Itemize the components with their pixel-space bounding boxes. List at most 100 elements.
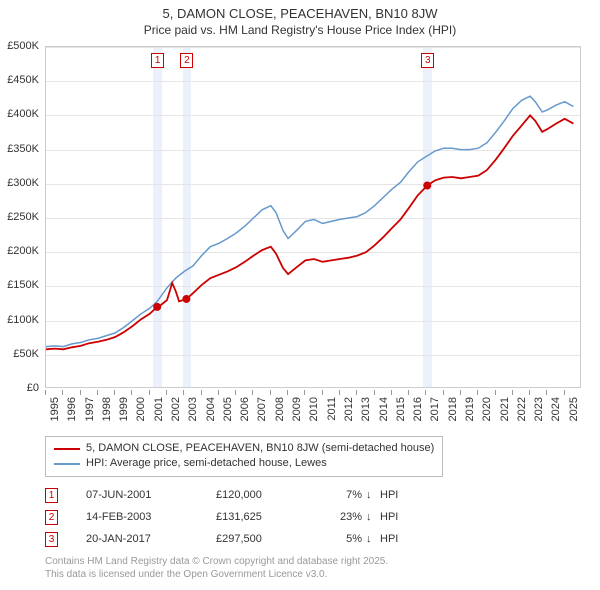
x-tick-label: 2020 <box>481 397 493 421</box>
x-tick <box>443 390 444 395</box>
x-tick-label: 2016 <box>412 397 424 421</box>
x-tick-label: 1999 <box>118 397 130 421</box>
x-tick <box>460 390 461 395</box>
legend-item: HPI: Average price, semi-detached house,… <box>54 456 434 471</box>
sale-marker-label: 2 <box>180 53 193 68</box>
series-hpi <box>46 96 573 346</box>
y-tick-label: £150K <box>7 279 39 291</box>
x-tick <box>201 390 202 395</box>
x-tick <box>235 390 236 395</box>
y-tick-label: £100K <box>7 314 39 326</box>
x-tick-label: 1996 <box>66 397 78 421</box>
sales-table: 1 07-JUN-2001£120,0007%↓HPI 2 14-FEB-2003£1… <box>45 484 398 550</box>
y-tick-label: £350K <box>7 143 39 155</box>
x-tick <box>62 390 63 395</box>
x-tick <box>45 390 46 395</box>
legend-label: 5, DAMON CLOSE, PEACEHAVEN, BN10 8JW (se… <box>86 441 434 456</box>
x-tick-label: 2011 <box>326 397 338 421</box>
sale-vs-hpi: HPI <box>380 511 398 523</box>
sale-row-marker: 1 <box>45 488 58 503</box>
x-tick-label: 2010 <box>308 397 320 421</box>
sale-row: 2 14-FEB-2003£131,62523%↓HPI <box>45 506 398 528</box>
x-tick-label: 2000 <box>135 397 147 421</box>
x-tick <box>304 390 305 395</box>
sale-row: 107-JUN-2001£120,0007%↓HPI <box>45 484 398 506</box>
x-tick <box>425 390 426 395</box>
x-tick <box>356 390 357 395</box>
sale-pct: 5% <box>322 533 366 545</box>
y-tick-label: £450K <box>7 74 39 86</box>
sale-pct: 7% <box>322 489 366 501</box>
sale-price: £131,625 <box>216 511 322 523</box>
chart-container: 5, DAMON CLOSE, PEACEHAVEN, BN10 8JW Pri… <box>0 0 600 590</box>
x-tick <box>252 390 253 395</box>
y-tick-label: £300K <box>7 177 39 189</box>
x-tick-label: 2009 <box>291 397 303 421</box>
sale-date: 07-JUN-2001 <box>86 489 216 501</box>
x-tick <box>339 390 340 395</box>
x-axis-labels: 1995 1996 1997 1998 1999 2000 2001 2002 2003 2004… <box>45 390 581 440</box>
x-tick-label: 2001 <box>153 397 165 421</box>
down-arrow-icon: ↓ <box>366 489 380 501</box>
x-tick <box>495 390 496 395</box>
x-tick-label: 2005 <box>222 397 234 421</box>
y-tick-label: £200K <box>7 245 39 257</box>
legend: 5, DAMON CLOSE, PEACEHAVEN, BN10 8JW (se… <box>45 436 443 477</box>
x-tick-label: 2022 <box>516 397 528 421</box>
x-tick-label: 1995 <box>49 397 61 421</box>
sale-point-marker <box>154 303 161 310</box>
y-tick-label: £400K <box>7 108 39 120</box>
x-tick <box>564 390 565 395</box>
legend-item: 5, DAMON CLOSE, PEACEHAVEN, BN10 8JW (se… <box>54 441 434 456</box>
x-tick-label: 2006 <box>239 397 251 421</box>
x-tick <box>408 390 409 395</box>
x-tick <box>114 390 115 395</box>
y-tick-label: £500K <box>7 40 39 52</box>
footer-attribution: Contains HM Land Registry data © Crown c… <box>45 556 388 581</box>
x-tick-label: 2017 <box>429 397 441 421</box>
y-tick-label: £0 <box>27 382 39 394</box>
chart-title: 5, DAMON CLOSE, PEACEHAVEN, BN10 8JW <box>0 6 600 23</box>
x-tick <box>80 390 81 395</box>
x-tick <box>131 390 132 395</box>
x-tick-label: 2002 <box>170 397 182 421</box>
sale-row-marker: 2 <box>45 510 58 525</box>
x-tick-label: 1998 <box>101 397 113 421</box>
x-tick <box>183 390 184 395</box>
x-tick-label: 2021 <box>499 397 511 421</box>
y-tick-label: £50K <box>13 348 39 360</box>
sale-pct: 23% <box>322 511 366 523</box>
x-tick-label: 2018 <box>447 397 459 421</box>
series-property <box>46 115 573 349</box>
sale-price: £297,500 <box>216 533 322 545</box>
x-tick-label: 1997 <box>84 397 96 421</box>
x-tick <box>477 390 478 395</box>
x-tick <box>374 390 375 395</box>
sale-row: 320-JAN-2017£297,5005%↓HPI <box>45 528 398 550</box>
x-tick-label: 2003 <box>187 397 199 421</box>
sale-date: 14-FEB-2003 <box>86 511 216 523</box>
x-tick-label: 2015 <box>395 397 407 421</box>
x-tick-label: 2019 <box>464 397 476 421</box>
sale-price: £120,000 <box>216 489 322 501</box>
legend-swatch <box>54 463 80 465</box>
x-tick-label: 2025 <box>568 397 580 421</box>
x-tick <box>270 390 271 395</box>
x-tick-label: 2014 <box>378 397 390 421</box>
sale-point-marker <box>424 182 431 189</box>
x-tick-label: 2004 <box>205 397 217 421</box>
x-tick <box>546 390 547 395</box>
footer-line2: This data is licensed under the Open Gov… <box>45 569 388 582</box>
x-tick <box>529 390 530 395</box>
x-tick <box>166 390 167 395</box>
chart-svg <box>46 47 580 387</box>
x-tick <box>391 390 392 395</box>
y-tick-label: £250K <box>7 211 39 223</box>
x-tick <box>512 390 513 395</box>
y-axis-labels: £0£50K£100K£150K£200K£250K£300K£350K£400… <box>0 46 43 388</box>
sale-marker-label: 3 <box>421 53 434 68</box>
down-arrow-icon: ↓ <box>366 511 380 523</box>
x-tick <box>218 390 219 395</box>
x-tick-label: 2007 <box>256 397 268 421</box>
x-tick-label: 2023 <box>533 397 545 421</box>
